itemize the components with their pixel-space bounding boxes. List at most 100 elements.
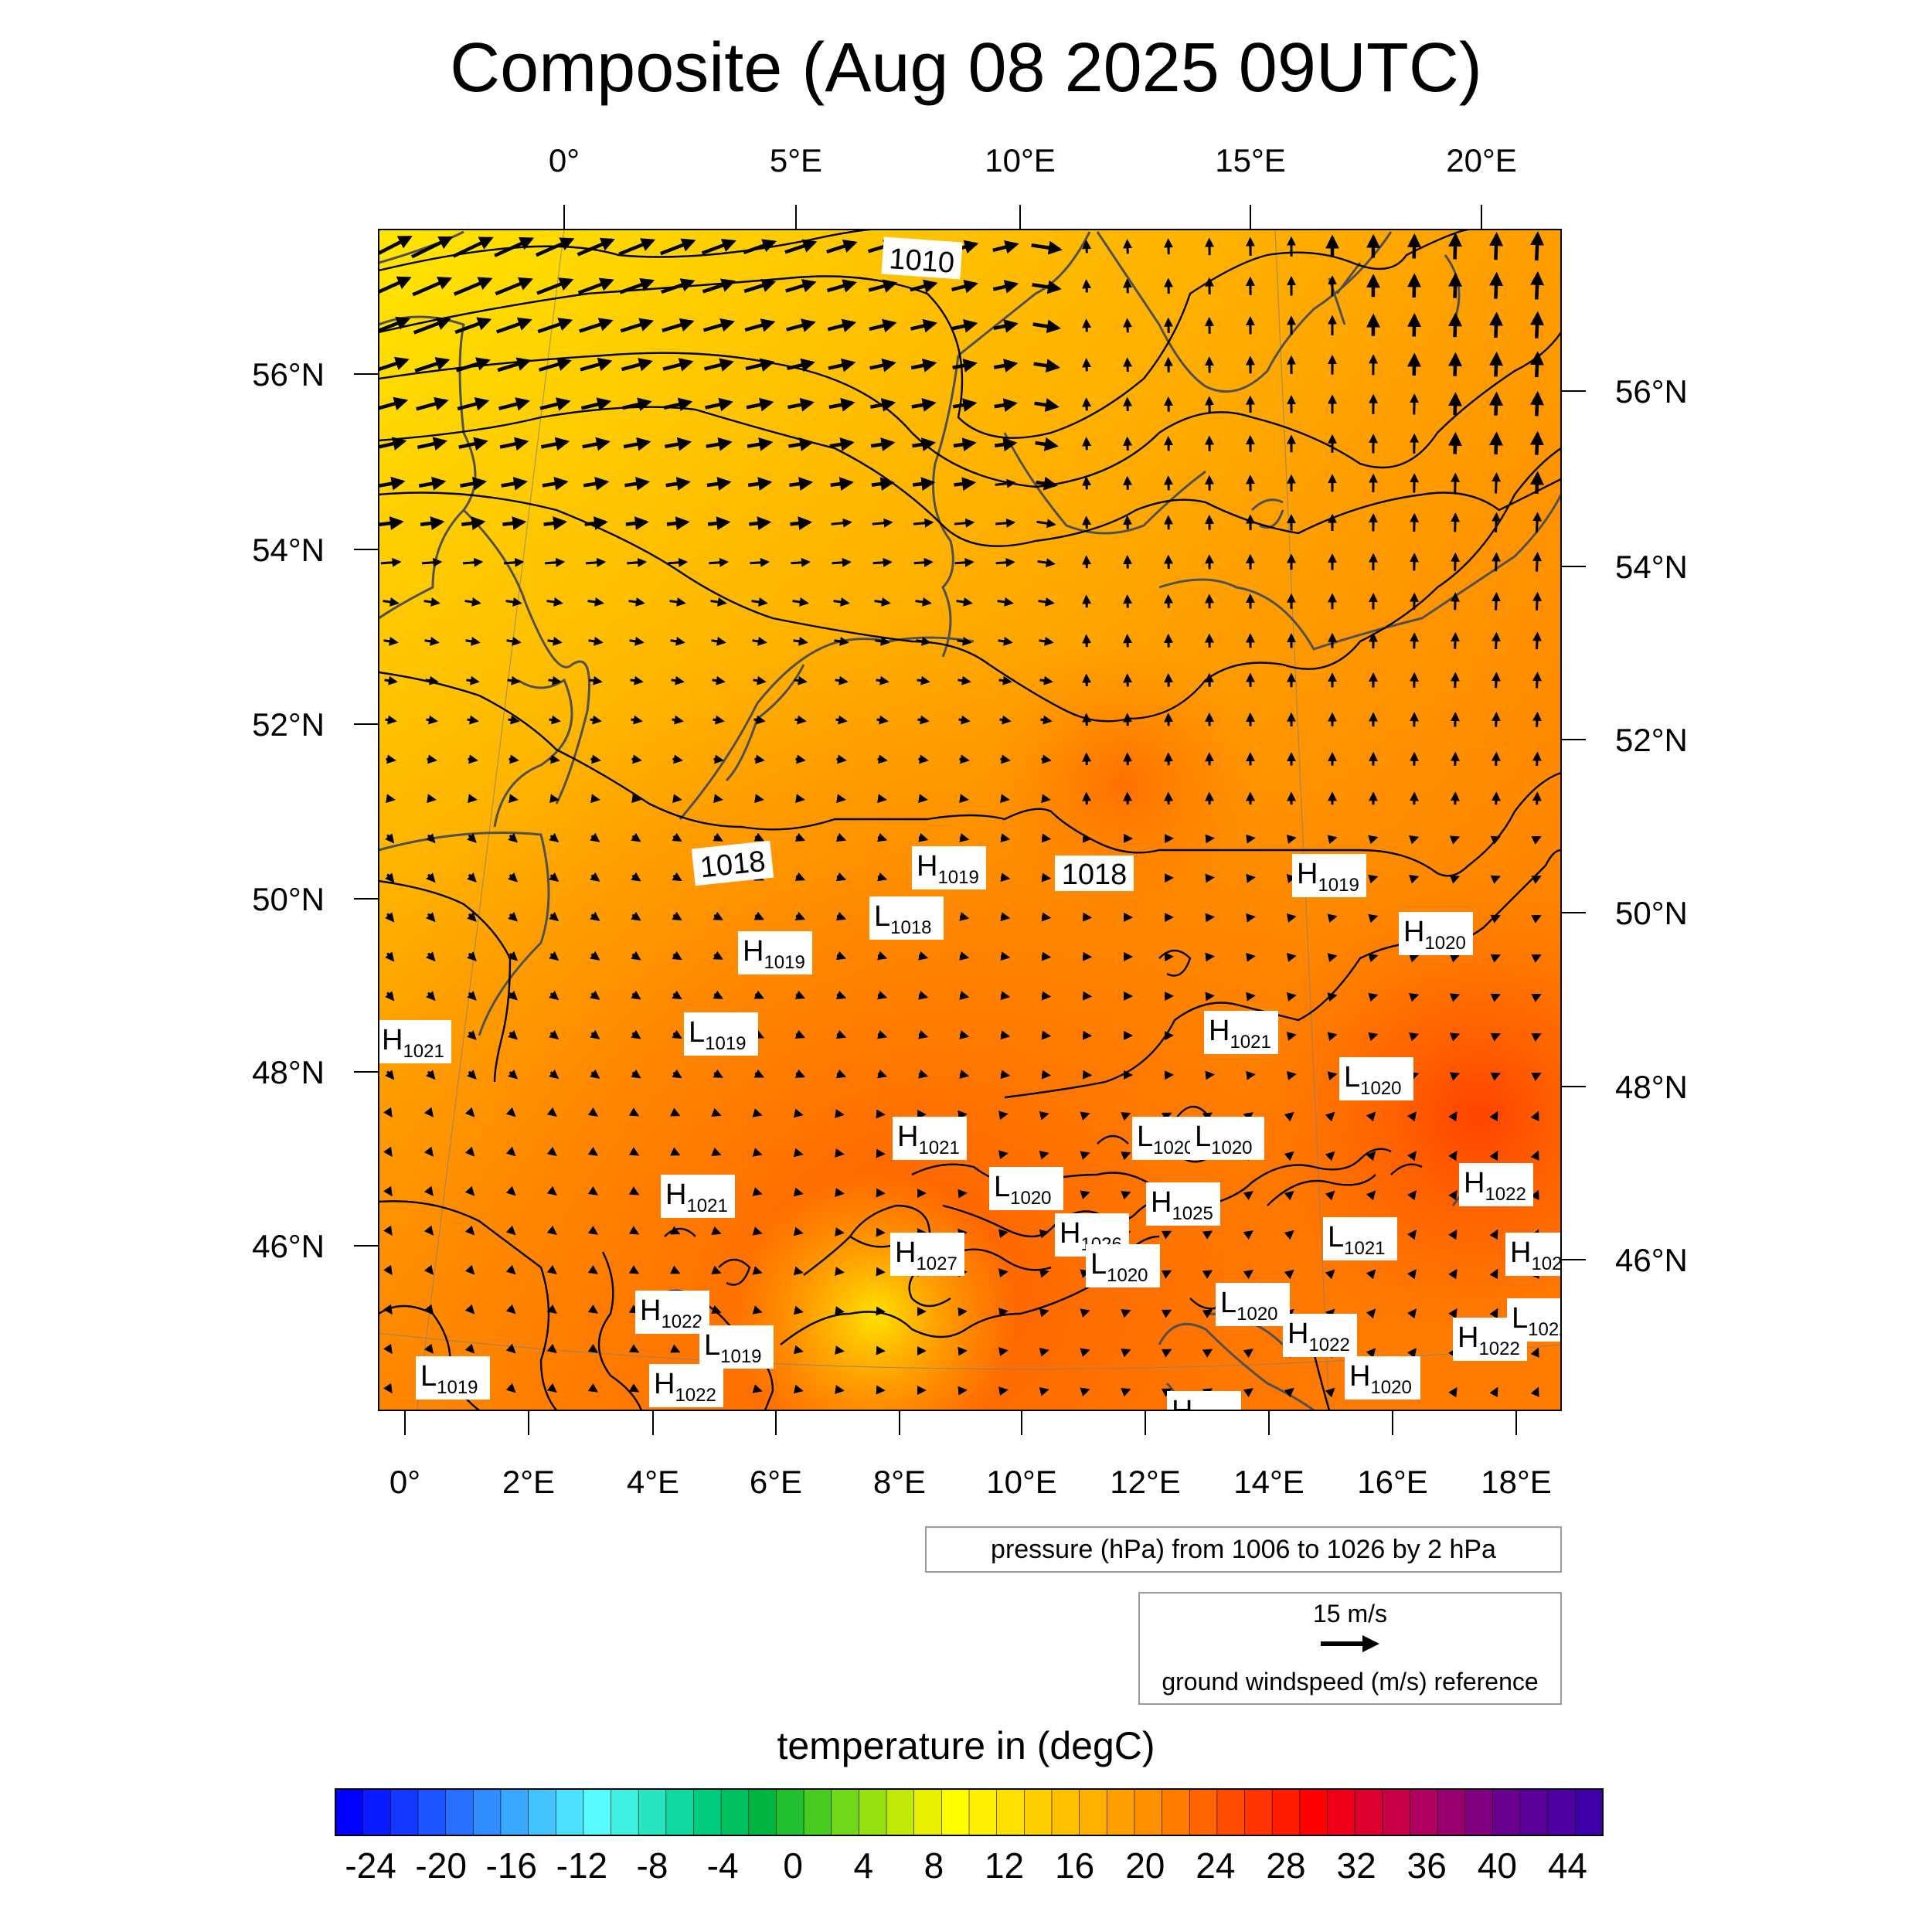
high-pressure-label: H1020 [1399, 912, 1473, 955]
svg-text:H1022: H1022 [640, 1294, 702, 1332]
pressure-center-kind: H [1464, 1167, 1485, 1199]
bottom-lon-label: 2°E [502, 1464, 555, 1500]
svg-text:H1020: H1020 [1403, 916, 1466, 954]
pressure-center-kind: H [1297, 858, 1318, 890]
pressure-center-value: 1019 [437, 1377, 478, 1398]
wind-reference-value: 15 m/s [1312, 1600, 1388, 1628]
high-pressure-label: H1021 [661, 1175, 735, 1218]
pressure-center-value: 1020 [1153, 1138, 1194, 1158]
pressure-center-value: 1020 [1370, 1377, 1411, 1398]
svg-text:1018: 1018 [699, 845, 767, 885]
low-pressure-label: L1018 [869, 896, 944, 940]
svg-text:1010: 1010 [888, 243, 955, 280]
pressure-center-value: 1020 [1107, 1265, 1148, 1286]
pressure-center-value: 1022 [661, 1311, 702, 1332]
pressure-center-value: 1019 [1318, 875, 1359, 896]
low-pressure-label: L1019 [699, 1325, 774, 1369]
svg-text:L1020: L1020 [1137, 1121, 1195, 1158]
svg-text:H1019: H1019 [743, 935, 805, 973]
svg-text:L1020: L1020 [1195, 1121, 1253, 1158]
pressure-center-value: 1022 [1528, 1319, 1569, 1340]
pressure-center-value: 1019 [937, 867, 978, 888]
low-pressure-label: L1019 [684, 1012, 758, 1056]
high-pressure-label: H1021 [1204, 1011, 1278, 1054]
pressure-center-value: 1020 [1236, 1304, 1277, 1325]
pressure-center-kind: H [1458, 1321, 1478, 1354]
pressure-center-kind: L [1512, 1302, 1528, 1335]
bottom-lon-label: 8°E [873, 1464, 926, 1500]
left-lat-label: 48°N [252, 1054, 325, 1090]
isobar-label: 1010 [881, 236, 963, 280]
left-lat-label: 50°N [252, 881, 325, 917]
svg-text:1018: 1018 [1062, 859, 1128, 891]
svg-text:H1019: H1019 [917, 850, 979, 888]
svg-text:H1021: H1021 [382, 1024, 444, 1062]
pressure-center-kind: L [1220, 1287, 1236, 1319]
low-pressure-label: L1020 [989, 1167, 1063, 1210]
pressure-center-value: 1022 [1531, 1253, 1572, 1274]
svg-text:H1025: H1025 [1151, 1186, 1213, 1224]
svg-text:L1020: L1020 [994, 1171, 1052, 1209]
svg-text:H1022: H1022 [1458, 1321, 1520, 1359]
high-pressure-label: H1022 [635, 1291, 709, 1334]
svg-text:H1021: H1021 [1209, 1015, 1271, 1053]
pressure-center-kind: L [1090, 1248, 1107, 1281]
high-pressure-label: H1021 [379, 1020, 451, 1063]
wind-reference-arrow-icon [1321, 1635, 1379, 1652]
low-pressure-label: L1020 [1086, 1244, 1160, 1287]
left-lat-label: 56°N [252, 356, 325, 393]
svg-text:H1022: H1022 [654, 1368, 716, 1406]
pressure-center-kind: L [1137, 1121, 1153, 1153]
pressure-center-kind: L [689, 1016, 705, 1049]
bottom-lon-label: 6°E [750, 1464, 802, 1500]
pressure-center-value: 1019 [705, 1033, 746, 1054]
svg-text:H1021: H1021 [665, 1179, 728, 1216]
pressure-center-kind: H [382, 1024, 403, 1056]
pressure-center-value: 1021 [686, 1196, 727, 1216]
high-pressure-label: H1027 [890, 1233, 964, 1276]
pressure-center-value: 1021 [403, 1041, 444, 1062]
map-title: Composite (Aug 08 2025 09UTC) [450, 29, 1482, 107]
low-pressure-label: L1022 [1507, 1298, 1569, 1342]
pressure-center-value: 1018 [890, 917, 931, 938]
tick-marks [354, 205, 1586, 1435]
bottom-lon-label: 0° [389, 1464, 420, 1500]
top-lon-label: 5°E [770, 142, 822, 179]
low-pressure-label: L1019 [416, 1356, 490, 1400]
isobar-label: 1018 [1055, 855, 1134, 891]
temperature-field: 1010 1018 1018 H1019L1018H1019H1020H1019… [379, 230, 1572, 1433]
svg-text:L1018: L1018 [874, 900, 932, 938]
svg-text:H1021: H1021 [897, 1121, 960, 1158]
bottom-lon-label: 16°E [1357, 1464, 1428, 1500]
pressure-centers: H1019L1018H1019H1020H1019H1021L1019H1021… [379, 846, 1572, 1433]
high-pressure-label: H1022 [1167, 1391, 1241, 1433]
svg-text:L1019: L1019 [704, 1329, 762, 1367]
high-pressure-label: H1019 [1292, 854, 1366, 897]
high-pressure-label: H1020 [1345, 1356, 1419, 1400]
pressure-center-kind: H [1349, 1360, 1370, 1393]
right-lat-label: 48°N [1615, 1069, 1688, 1105]
pressure-center-kind: H [640, 1294, 661, 1327]
svg-text:L1021: L1021 [1328, 1221, 1386, 1259]
pressure-center-value: 1022 [1192, 1412, 1233, 1433]
pressure-center-value: 1022 [675, 1385, 716, 1406]
low-pressure-label: L1021 [1323, 1217, 1397, 1260]
wind-reference-legend: 15 m/s ground windspeed (m/s) reference [1138, 1592, 1562, 1705]
top-lon-label: 15°E [1215, 142, 1286, 179]
pressure-center-kind: H [665, 1179, 686, 1211]
pressure-center-kind: L [874, 900, 890, 933]
pressure-center-value: 1019 [764, 952, 804, 973]
top-lon-label: 0° [549, 142, 580, 179]
bottom-lon-label: 18°E [1481, 1464, 1552, 1500]
pressure-center-value: 1020 [1010, 1188, 1051, 1209]
pressure-center-kind: L [1344, 1061, 1360, 1094]
pressure-center-value: 1021 [1230, 1032, 1270, 1053]
pressure-center-kind: H [743, 935, 764, 968]
pressure-center-kind: L [420, 1360, 437, 1393]
high-pressure-label: H1022 [1505, 1233, 1572, 1276]
pressure-center-value: 1020 [1424, 933, 1465, 954]
pressure-center-kind: H [654, 1368, 675, 1400]
wind-vectors [379, 231, 1545, 1398]
pressure-center-value: 1021 [1344, 1238, 1385, 1259]
